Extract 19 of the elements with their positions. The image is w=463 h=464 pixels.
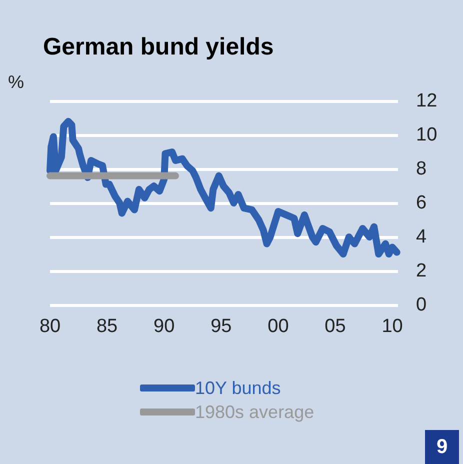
y-tick-label: 10 — [416, 124, 438, 146]
y-tick-label: 8 — [416, 158, 427, 180]
y-tick-label: 0 — [416, 294, 427, 316]
chart-title: German bund yields — [43, 34, 274, 60]
x-tick-label: 90 — [154, 316, 175, 337]
x-tick-label: 95 — [210, 316, 232, 337]
x-tick-label: 85 — [96, 316, 118, 337]
x-tick-label: 00 — [268, 316, 289, 337]
y-axis-title: % — [8, 72, 24, 92]
x-tick-label: 05 — [324, 316, 346, 337]
y-tick-label: 4 — [416, 226, 427, 248]
x-tick-label: 80 — [39, 316, 61, 337]
legend-label: 1980s average — [195, 402, 314, 422]
legend-label: 10Y bunds — [195, 378, 281, 398]
x-tick-label: 10 — [382, 316, 403, 337]
y-tick-label: 12 — [416, 90, 438, 112]
text: 9 — [436, 436, 448, 458]
y-tick-label: 6 — [416, 192, 427, 214]
y-tick-label: 2 — [416, 260, 427, 282]
